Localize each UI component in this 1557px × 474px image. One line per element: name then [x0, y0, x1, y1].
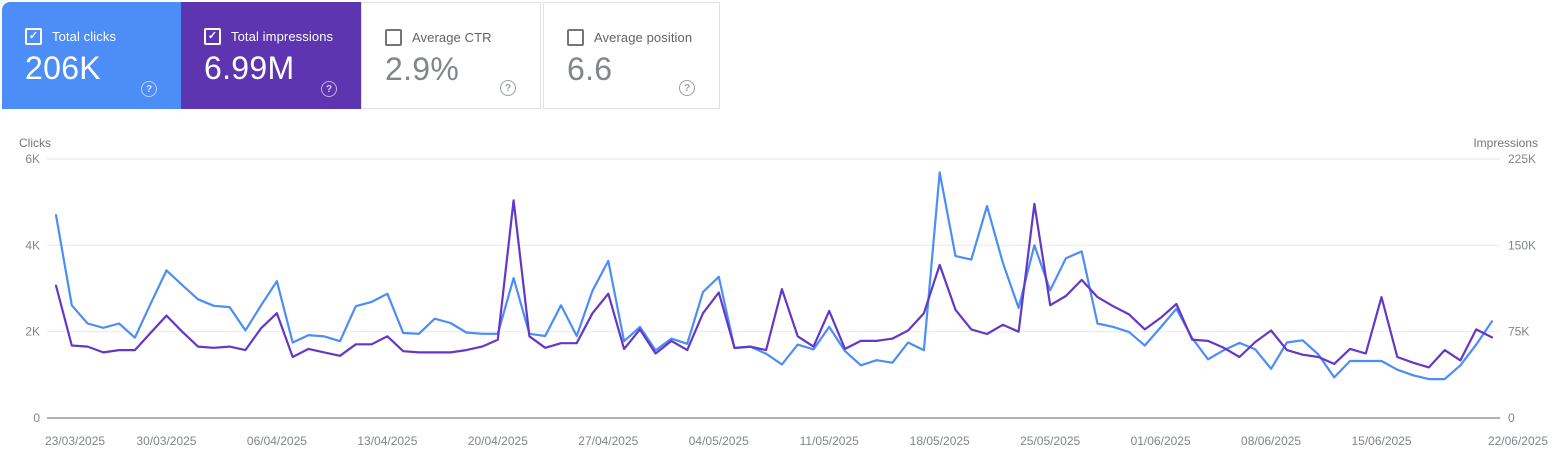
- x-tick-label: 13/04/2025: [357, 434, 417, 448]
- x-tick-label: 18/05/2025: [910, 434, 970, 448]
- left-y-tick-label: 2K: [25, 325, 40, 339]
- right-y-tick-label: 150K: [1508, 238, 1536, 252]
- average-position-value: 6.6: [567, 51, 613, 87]
- left-y-tick-label: 4K: [25, 238, 40, 252]
- help-icon[interactable]: ?: [500, 80, 516, 96]
- x-tick-label: 25/05/2025: [1020, 434, 1080, 448]
- right-axis-title: Impressions: [1473, 136, 1538, 150]
- left-y-tick-label: 0: [33, 411, 40, 425]
- help-icon[interactable]: ?: [141, 81, 157, 97]
- average-ctr-checkbox[interactable]: [385, 29, 402, 46]
- total-impressions-checkbox[interactable]: ✓: [204, 28, 221, 45]
- clicks-line[interactable]: [54, 171, 1494, 381]
- x-tick-label: 30/03/2025: [136, 434, 196, 448]
- x-tick-label: 01/06/2025: [1131, 434, 1191, 448]
- x-tick-label: 11/05/2025: [800, 434, 859, 448]
- left-axis-title: Clicks: [19, 136, 51, 150]
- average-position-label: Average position: [594, 30, 693, 45]
- x-tick-label: 06/04/2025: [247, 434, 307, 448]
- total-clicks-checkbox[interactable]: ✓: [25, 28, 42, 45]
- total-impressions-value: 6.99M: [204, 50, 295, 86]
- left-y-tick-label: 6K: [25, 152, 40, 166]
- x-tick-label: 22/06/2025: [1488, 434, 1548, 448]
- x-tick-label: 27/04/2025: [578, 434, 638, 448]
- x-tick-label: 04/05/2025: [689, 434, 749, 448]
- right-y-tick-label: 0: [1508, 411, 1515, 425]
- help-icon[interactable]: ?: [679, 80, 695, 96]
- right-y-tick-label: 75K: [1508, 325, 1529, 339]
- total-impressions-label: Total impressions: [231, 29, 334, 44]
- average-position-checkbox[interactable]: [567, 29, 584, 46]
- impressions-line[interactable]: [54, 199, 1494, 369]
- x-tick-label: 23/03/2025: [45, 434, 105, 448]
- average-ctr-card[interactable]: Average CTR 2.9% ?: [361, 2, 541, 109]
- help-icon[interactable]: ?: [321, 81, 337, 97]
- x-tick-label: 08/06/2025: [1241, 434, 1301, 448]
- total-clicks-card[interactable]: ✓ Total clicks 206K ?: [2, 2, 181, 109]
- x-tick-label: 15/06/2025: [1352, 434, 1412, 448]
- x-tick-label: 20/04/2025: [468, 434, 528, 448]
- right-y-tick-label: 225K: [1508, 152, 1536, 166]
- average-ctr-value: 2.9%: [385, 51, 460, 87]
- average-ctr-label: Average CTR: [412, 30, 492, 45]
- total-clicks-value: 206K: [25, 50, 101, 86]
- total-clicks-label: Total clicks: [52, 29, 117, 44]
- total-impressions-card[interactable]: ✓ Total impressions 6.99M ?: [181, 2, 361, 109]
- average-position-card[interactable]: Average position 6.6 ?: [543, 2, 720, 109]
